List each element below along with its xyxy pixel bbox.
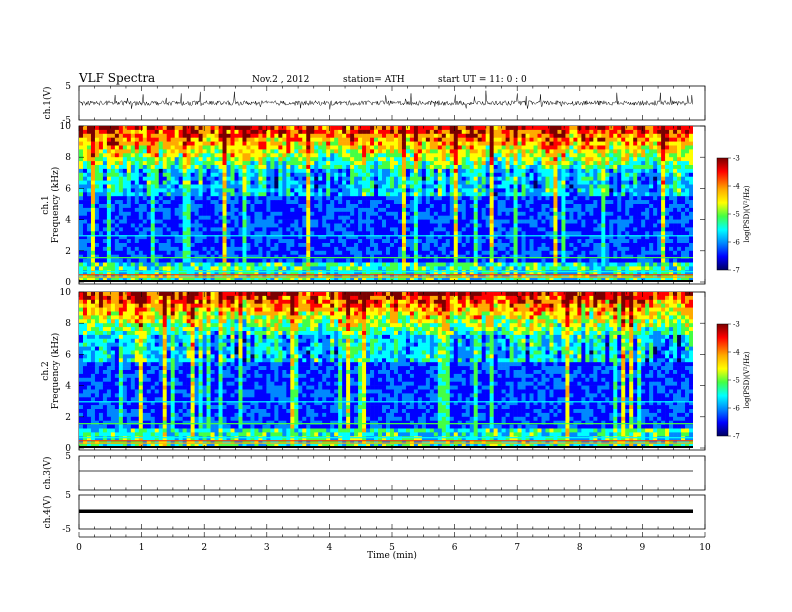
freq-tick-label: 10 bbox=[60, 288, 72, 298]
time-tick-label: 6 bbox=[452, 543, 458, 553]
y-axis-label: ch.1(V) bbox=[42, 87, 53, 120]
time-tick-label: 5 bbox=[389, 543, 395, 553]
colorbar-tick-label: -7 bbox=[733, 433, 740, 441]
date-label: Nov.2 , 2012 bbox=[252, 75, 309, 85]
time-tick-label: 9 bbox=[640, 543, 646, 553]
channel-label: ch.1 bbox=[41, 195, 51, 214]
freq-tick-label: 4 bbox=[65, 382, 71, 392]
start-ut-label: start UT = 11: 0 : 0 bbox=[438, 75, 527, 85]
time-tick-label: 4 bbox=[327, 543, 333, 553]
channel-label: ch.2 bbox=[41, 361, 51, 380]
station-label: station= ATH bbox=[343, 75, 405, 85]
y-axis-label: ch.3(V) bbox=[42, 457, 53, 490]
time-tick-label: 2 bbox=[201, 543, 207, 553]
frequency-axis-label: Frequency (kHz) bbox=[50, 333, 61, 410]
colorbar-tick-label: -4 bbox=[733, 349, 740, 357]
colorbar-tick-label: -5 bbox=[733, 211, 740, 219]
colorbar-label: log(PSD)(V²/Hz) bbox=[743, 185, 751, 242]
ch1-waveform-frame bbox=[78, 85, 706, 121]
freq-tick-label: 2 bbox=[65, 247, 71, 257]
time-axis-label: Time (min) bbox=[367, 550, 417, 561]
colorbar-tick-label: -5 bbox=[733, 377, 740, 385]
ch1-colorbar bbox=[716, 157, 729, 271]
y-tick-label: -5 bbox=[62, 525, 71, 535]
y-axis-label: ch.4(V) bbox=[42, 496, 53, 529]
freq-tick-label: 6 bbox=[65, 350, 71, 360]
colorbar-tick-label: -3 bbox=[733, 321, 740, 329]
ch1-spectrogram bbox=[79, 126, 693, 282]
y-tick-label: 5 bbox=[65, 82, 71, 92]
colorbar-tick-label: -4 bbox=[733, 183, 740, 191]
freq-tick-label: 0 bbox=[65, 444, 71, 454]
ch1-waveform-trace bbox=[78, 90, 693, 110]
time-tick-label: 0 bbox=[76, 543, 82, 553]
y-tick-label: 5 bbox=[65, 452, 71, 462]
colorbar-tick-label: -7 bbox=[733, 267, 740, 275]
colorbar-tick-label: -6 bbox=[733, 405, 740, 413]
colorbar-label: log(PSD)(V²/Hz) bbox=[743, 351, 751, 408]
colorbar-tick-label: -6 bbox=[733, 239, 740, 247]
freq-tick-label: 8 bbox=[65, 153, 71, 163]
ch2-colorbar bbox=[716, 323, 729, 437]
time-tick-label: 8 bbox=[577, 543, 583, 553]
colorbar-tick-label: -3 bbox=[733, 155, 740, 163]
colorbar-labels: -3 -4 -5 -6 -7 log(PSD)(V²/Hz) -3 -4 -5 -6 -7 log(P… bbox=[728, 155, 751, 441]
time-tick-label: 3 bbox=[264, 543, 270, 553]
freq-tick-label: 0 bbox=[65, 278, 71, 288]
freq-tick-label: 4 bbox=[65, 216, 71, 226]
y-tick-label: -5 bbox=[62, 116, 71, 126]
ch4-waveform-trace bbox=[79, 509, 693, 513]
figure-title: VLF Spectra bbox=[78, 71, 155, 85]
time-tick-label: 10 bbox=[699, 543, 711, 553]
freq-tick-label: 10 bbox=[60, 122, 72, 132]
freq-tick-label: 2 bbox=[65, 413, 71, 423]
ch3-waveform-frame bbox=[78, 455, 706, 491]
time-tick-label: 1 bbox=[139, 543, 145, 553]
freq-tick-label: 8 bbox=[65, 319, 71, 329]
time-tick-label: 7 bbox=[514, 543, 520, 553]
y-tick-label: 5 bbox=[65, 491, 71, 501]
frequency-axis-label: Frequency (kHz) bbox=[50, 167, 61, 244]
ch2-spectrogram bbox=[79, 292, 693, 448]
freq-tick-label: 6 bbox=[65, 184, 71, 194]
